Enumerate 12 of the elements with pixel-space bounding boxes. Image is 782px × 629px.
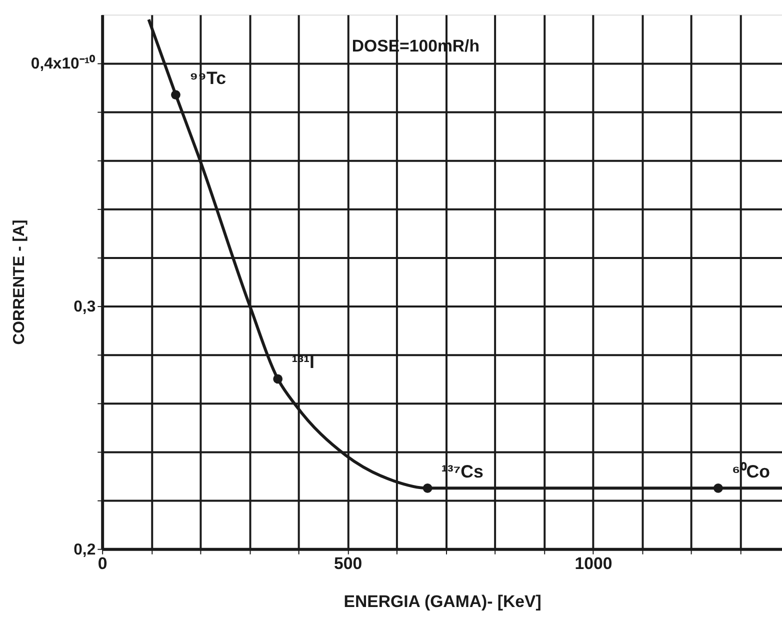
- point: [713, 483, 723, 493]
- point: [171, 90, 180, 100]
- y-tick-label: 0,4x10⁻¹⁰: [30, 54, 96, 73]
- x-axis-title: ENERGIA (GAMA)- [KeV]: [344, 592, 542, 611]
- y-tick-label: 0,3: [74, 298, 96, 316]
- y-tick-label: 0,2: [74, 541, 96, 558]
- point: [422, 483, 432, 493]
- x-tick-label: 0: [98, 554, 108, 574]
- x-tick-label: 1000: [574, 554, 612, 574]
- y-axis-title: CORRENTE - [A]: [11, 220, 28, 345]
- x-tick-label: 500: [334, 554, 362, 574]
- point: [273, 374, 283, 384]
